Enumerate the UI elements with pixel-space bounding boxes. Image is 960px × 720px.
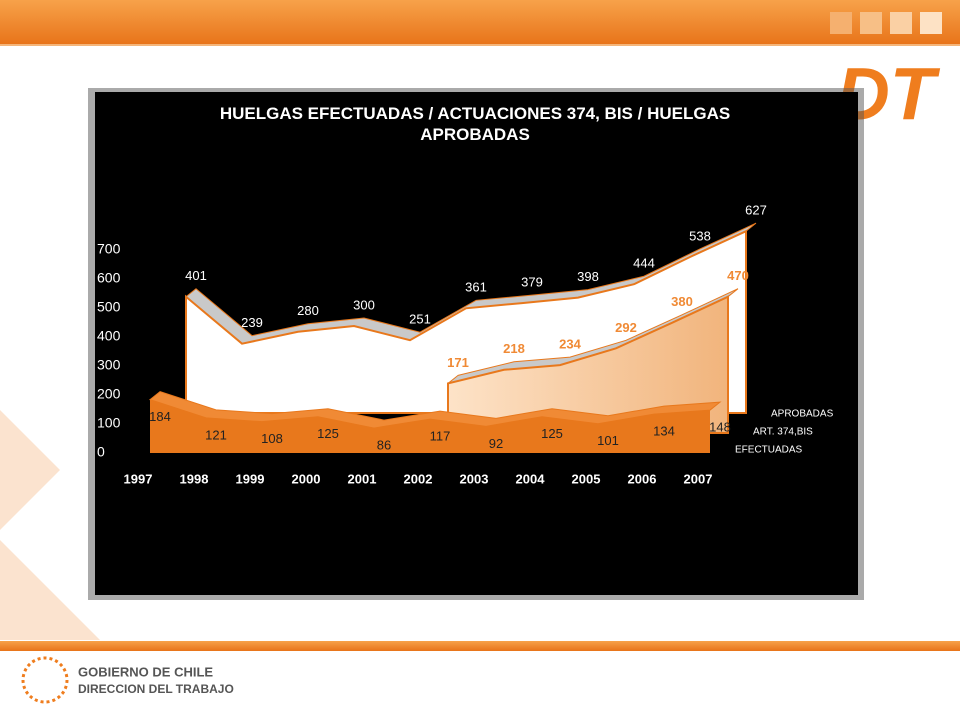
data-label: 239 <box>241 315 263 330</box>
deco-square <box>860 12 882 34</box>
data-label: 401 <box>185 268 207 283</box>
x-tick-label: 2005 <box>572 471 601 486</box>
data-label: 292 <box>615 320 637 335</box>
data-label: 108 <box>261 431 283 446</box>
x-tick-label: 1999 <box>236 471 265 486</box>
x-tick-label: 2000 <box>292 471 321 486</box>
deco-square <box>890 12 912 34</box>
deco <box>0 410 60 530</box>
data-label: 184 <box>149 409 171 424</box>
data-label: 379 <box>521 275 543 290</box>
data-label: 171 <box>447 355 469 370</box>
area <box>447 295 729 434</box>
data-label: 300 <box>353 297 375 312</box>
deco-square <box>830 12 852 34</box>
y-tick-label: 600 <box>97 270 121 286</box>
data-label: 538 <box>689 228 711 243</box>
x-tick-label: 2002 <box>404 471 433 486</box>
data-label: 148 <box>709 420 731 435</box>
header-line <box>0 44 960 46</box>
footer-emblem <box>21 656 69 704</box>
data-label: 125 <box>317 426 339 441</box>
chart-title: HUELGAS EFECTUADAS / ACTUACIONES 374, BI… <box>219 104 731 144</box>
legend-label: APROBADAS <box>771 409 834 420</box>
data-label: 121 <box>205 427 227 442</box>
data-label: 398 <box>577 269 599 284</box>
data-label: 134 <box>653 424 675 439</box>
y-tick-label: 700 <box>97 241 121 257</box>
data-label: 470 <box>727 268 749 283</box>
data-label: 251 <box>409 312 431 327</box>
footer-unit: DIRECCION DEL TRABAJO <box>78 682 234 696</box>
y-tick-label: 400 <box>97 328 121 344</box>
x-tick-label: 2007 <box>684 471 713 486</box>
y-tick-label: 200 <box>97 386 121 402</box>
legend-label: EFECTUADAS <box>735 445 803 456</box>
data-label: 101 <box>597 433 619 448</box>
data-label: 444 <box>633 256 655 271</box>
x-tick-label: 2004 <box>516 471 546 486</box>
deco-square <box>920 12 942 34</box>
y-tick-label: 300 <box>97 357 121 373</box>
footer-bar <box>0 641 960 651</box>
legend-label: ART. 374,BIS <box>753 427 813 438</box>
x-tick-label: 2003 <box>460 471 489 486</box>
data-label: 627 <box>745 203 767 218</box>
data-label: 86 <box>377 437 391 452</box>
area <box>150 399 710 453</box>
data-label: 218 <box>503 341 525 356</box>
footer-org: GOBIERNO DE CHILE <box>78 664 213 679</box>
data-label: 117 <box>430 429 451 444</box>
data-label: 234 <box>559 337 581 352</box>
x-tick-label: 1997 <box>124 471 153 486</box>
x-tick-label: 2001 <box>348 471 377 486</box>
data-label: 380 <box>671 294 693 309</box>
deco <box>0 540 100 640</box>
data-label: 361 <box>465 280 487 295</box>
data-label: 92 <box>489 436 503 451</box>
data-label: 125 <box>541 426 563 441</box>
y-tick-label: 0 <box>97 444 105 460</box>
y-tick-label: 100 <box>97 415 121 431</box>
y-tick-label: 500 <box>97 299 121 315</box>
header-bar <box>0 0 960 44</box>
data-label: 280 <box>297 303 319 318</box>
x-tick-label: 1998 <box>180 471 209 486</box>
x-tick-label: 2006 <box>628 471 657 486</box>
